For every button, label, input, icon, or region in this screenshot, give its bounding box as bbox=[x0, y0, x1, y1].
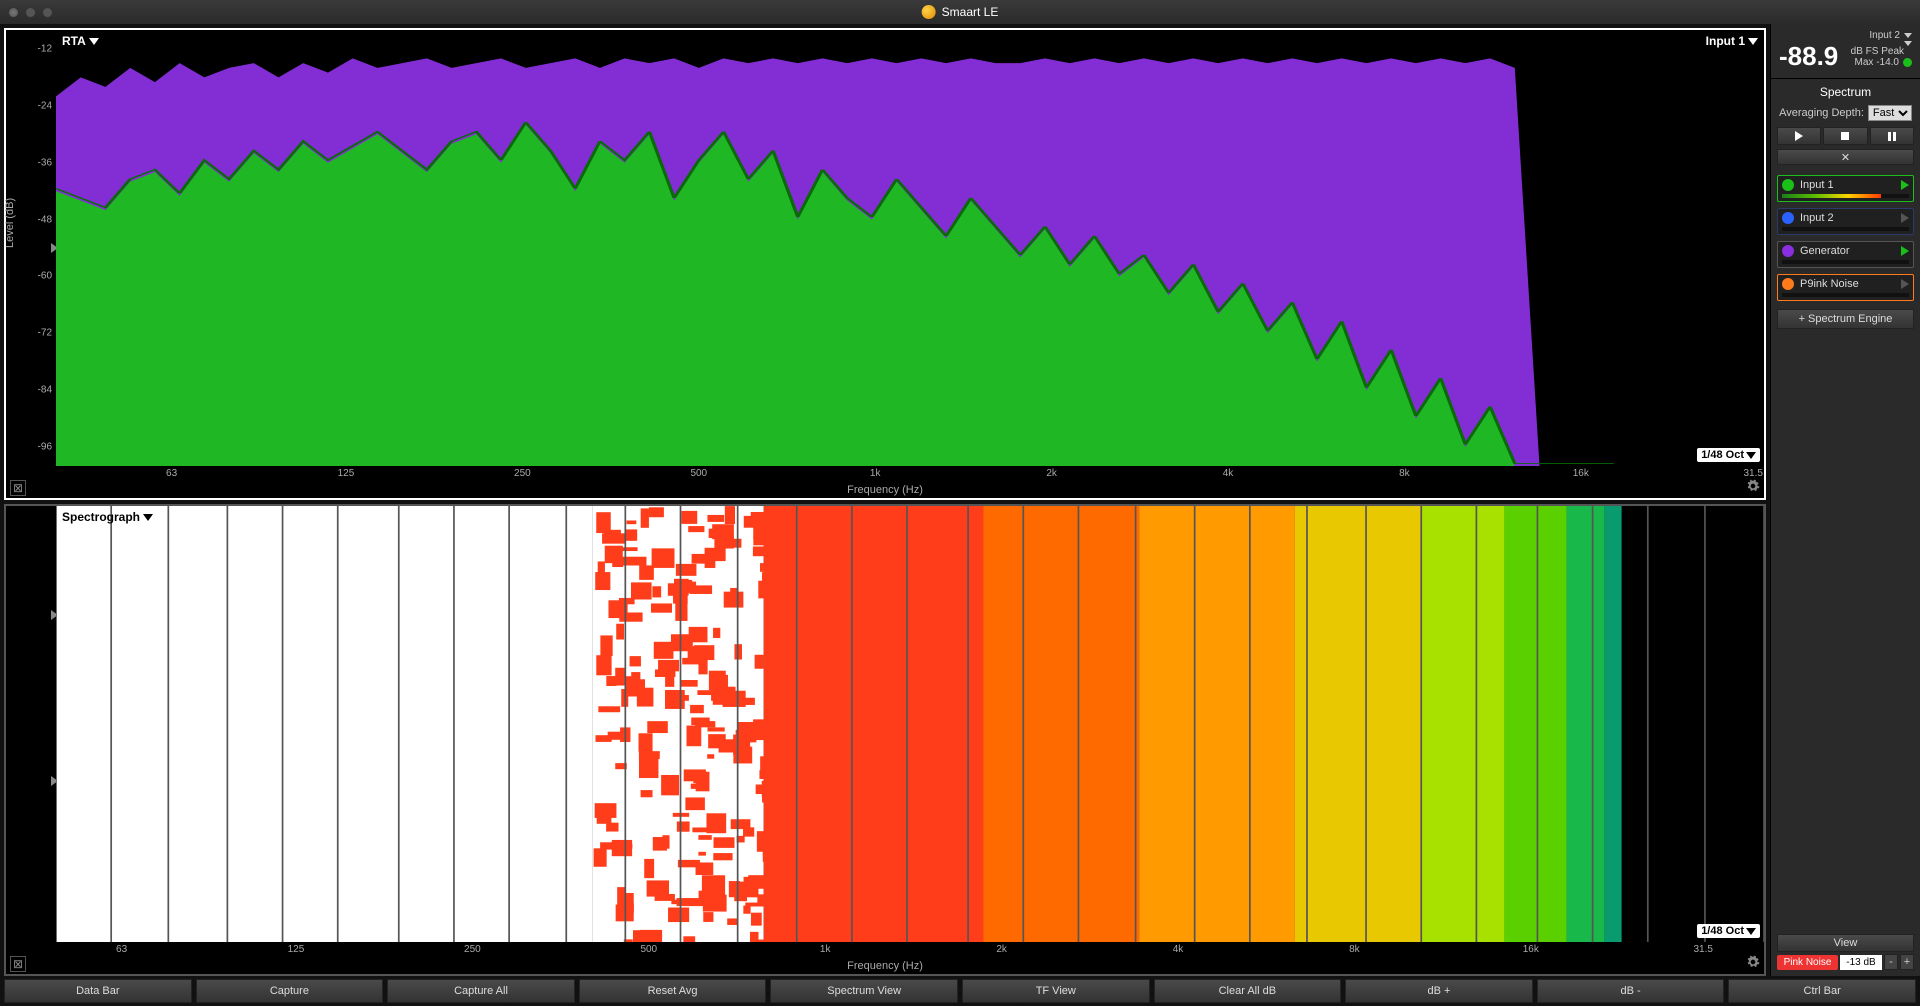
pause-icon bbox=[1888, 132, 1896, 141]
input-play-icon[interactable] bbox=[1901, 180, 1909, 190]
bottom-data-bar-button[interactable]: Data Bar bbox=[4, 979, 192, 1003]
averaging-depth-row: Averaging Depth: Fast bbox=[1771, 105, 1920, 127]
stop-icon bbox=[1841, 132, 1849, 140]
spectrograph-close-button[interactable]: ⊠ bbox=[10, 956, 26, 972]
window-title: Smaart LE bbox=[922, 5, 999, 19]
input-color-icon bbox=[1782, 245, 1794, 257]
input-label: Input 1 bbox=[1800, 179, 1834, 191]
input-color-icon bbox=[1782, 179, 1794, 191]
meter-max: Max -14.0 bbox=[1851, 57, 1912, 68]
rta-panel: Level (dB) -12-24-36-48-60-72-84-96 RTA … bbox=[4, 28, 1766, 500]
spectrograph-resolution-dropdown[interactable]: 1/48 Oct bbox=[1697, 924, 1760, 938]
averaging-label: Averaging Depth: bbox=[1779, 107, 1864, 119]
input-item-input-2[interactable]: Input 2 bbox=[1777, 208, 1914, 235]
input-color-icon bbox=[1782, 212, 1794, 224]
spectrograph-y-axis bbox=[6, 506, 56, 942]
input-item-generator[interactable]: Generator bbox=[1777, 241, 1914, 268]
tools-button[interactable]: ✕ bbox=[1777, 149, 1914, 165]
input-play-icon[interactable] bbox=[1901, 213, 1909, 223]
spectrograph-plot[interactable]: Spectrograph Input 1 1/48 Oct bbox=[56, 506, 1764, 942]
stop-button[interactable] bbox=[1823, 127, 1867, 145]
rta-x-axis-label: Frequency (Hz) bbox=[847, 484, 923, 496]
generator-level: -13 dB bbox=[1840, 955, 1882, 970]
generator-type-button[interactable]: Pink Noise bbox=[1777, 955, 1838, 970]
bottom-capture-button[interactable]: Capture bbox=[196, 979, 384, 1003]
app-badge-icon bbox=[922, 5, 936, 19]
zoom-window-icon[interactable] bbox=[42, 7, 53, 18]
generator-level-down[interactable]: - bbox=[1884, 954, 1898, 970]
view-button[interactable]: View bbox=[1777, 934, 1914, 952]
bottom-db---button[interactable]: dB - bbox=[1537, 979, 1725, 1003]
bottom-tf-view-button[interactable]: TF View bbox=[962, 979, 1150, 1003]
chevron-down-icon bbox=[1748, 514, 1758, 521]
input-label: P9ink Noise bbox=[1800, 278, 1859, 290]
bottom-toolbar: Data BarCaptureCapture AllReset AvgSpect… bbox=[0, 976, 1920, 1006]
inputs-list: Input 1 Input 2 Generator P9ink Noise bbox=[1771, 171, 1920, 305]
wrench-icon: ✕ bbox=[1841, 151, 1850, 164]
play-icon bbox=[1795, 131, 1803, 141]
level-meter: Input 2 -88.9 dB FS Peak Max -14.0 bbox=[1771, 24, 1920, 79]
spectrograph-settings-icon[interactable] bbox=[1746, 955, 1760, 972]
input-label: Generator bbox=[1800, 245, 1850, 257]
window-title-text: Smaart LE bbox=[942, 5, 999, 19]
meter-input-select[interactable]: Input 2 bbox=[1779, 30, 1912, 41]
chevron-down-icon bbox=[1746, 928, 1756, 935]
minimize-window-icon[interactable] bbox=[25, 7, 36, 18]
generator-controls: Pink Noise -13 dB - + bbox=[1771, 954, 1920, 976]
input-item-p9ink-noise[interactable]: P9ink Noise bbox=[1777, 274, 1914, 301]
spectrograph-title-dropdown[interactable]: Spectrograph bbox=[62, 510, 153, 524]
chevron-down-icon bbox=[143, 514, 153, 521]
input-label: Input 2 bbox=[1800, 212, 1834, 224]
clip-indicator-icon bbox=[1903, 58, 1912, 67]
rta-plot[interactable]: RTA Input 1 1/48 Oct bbox=[56, 30, 1764, 466]
bottom-spectrum-view-button[interactable]: Spectrum View bbox=[770, 979, 958, 1003]
rta-close-button[interactable]: ⊠ bbox=[10, 480, 26, 496]
add-spectrum-engine-button[interactable]: + Spectrum Engine bbox=[1777, 309, 1914, 329]
spectrograph-panel: Spectrograph Input 1 1/48 Oct Frequency … bbox=[4, 504, 1766, 976]
window-controls[interactable] bbox=[8, 7, 53, 18]
chevron-down-icon bbox=[1748, 38, 1758, 45]
rta-y-axis: Level (dB) -12-24-36-48-60-72-84-96 bbox=[6, 30, 56, 466]
rta-settings-icon[interactable] bbox=[1746, 479, 1760, 496]
spectrograph-x-axis: Frequency (Hz) ⊠ 631252505001k2k4k8k16k3… bbox=[6, 942, 1764, 974]
spectrum-section-title: Spectrum bbox=[1771, 79, 1920, 105]
spectrograph-x-axis-label: Frequency (Hz) bbox=[847, 960, 923, 972]
input-item-input-1[interactable]: Input 1 bbox=[1777, 175, 1914, 202]
transport-controls bbox=[1771, 127, 1920, 149]
chevron-down-icon bbox=[1904, 33, 1912, 38]
spectrograph-source-dropdown[interactable]: Input 1 bbox=[1706, 510, 1758, 524]
input-play-icon[interactable] bbox=[1901, 246, 1909, 256]
close-window-icon[interactable] bbox=[8, 7, 19, 18]
sidebar: Input 2 -88.9 dB FS Peak Max -14.0 Spect… bbox=[1770, 24, 1920, 976]
averaging-select[interactable]: Fast bbox=[1868, 105, 1912, 121]
input-play-icon[interactable] bbox=[1901, 279, 1909, 289]
rta-y-axis-label: Level (dB) bbox=[4, 198, 16, 248]
rta-x-axis: Frequency (Hz) ⊠ 631252505001k2k4k8k16k3… bbox=[6, 466, 1764, 498]
play-button[interactable] bbox=[1777, 127, 1821, 145]
bottom-db-+-button[interactable]: dB + bbox=[1345, 979, 1533, 1003]
chevron-down-icon bbox=[89, 38, 99, 45]
meter-mode-select[interactable]: dB FS Peak bbox=[1851, 46, 1912, 57]
rta-title-dropdown[interactable]: RTA bbox=[62, 34, 99, 48]
meter-db-value: -88.9 bbox=[1779, 41, 1838, 72]
bottom-clear-all-db-button[interactable]: Clear All dB bbox=[1154, 979, 1342, 1003]
title-bar: Smaart LE bbox=[0, 0, 1920, 24]
rta-resolution-dropdown[interactable]: 1/48 Oct bbox=[1697, 448, 1760, 462]
chevron-down-icon bbox=[1904, 41, 1912, 57]
bottom-ctrl-bar-button[interactable]: Ctrl Bar bbox=[1728, 979, 1916, 1003]
bottom-capture-all-button[interactable]: Capture All bbox=[387, 979, 575, 1003]
generator-level-up[interactable]: + bbox=[1900, 954, 1914, 970]
bottom-reset-avg-button[interactable]: Reset Avg bbox=[579, 979, 767, 1003]
rta-source-dropdown[interactable]: Input 1 bbox=[1706, 34, 1758, 48]
chevron-down-icon bbox=[1746, 452, 1756, 459]
pause-button[interactable] bbox=[1870, 127, 1914, 145]
input-color-icon bbox=[1782, 278, 1794, 290]
